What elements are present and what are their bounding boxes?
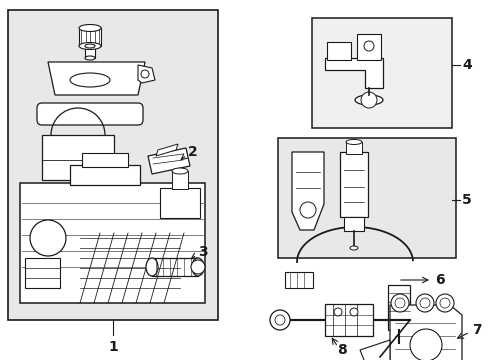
Circle shape [141, 70, 149, 78]
Text: 7: 7 [471, 323, 481, 337]
Ellipse shape [79, 42, 101, 50]
Ellipse shape [85, 44, 95, 48]
Bar [356, 34, 380, 60]
Polygon shape [138, 65, 155, 83]
Text: 3: 3 [198, 245, 207, 259]
Ellipse shape [192, 258, 203, 276]
Bar [8, 10, 218, 320]
Text: 2: 2 [187, 145, 197, 159]
Circle shape [333, 308, 341, 316]
Ellipse shape [172, 168, 187, 174]
Polygon shape [291, 152, 324, 230]
Bar [172, 171, 187, 189]
Bar [160, 188, 200, 218]
Bar [326, 42, 350, 60]
Circle shape [30, 220, 66, 256]
Bar [70, 165, 140, 185]
Bar [79, 28, 101, 46]
Polygon shape [389, 305, 461, 360]
Bar [346, 142, 361, 154]
Circle shape [390, 294, 408, 312]
Bar [285, 272, 312, 288]
Circle shape [349, 308, 357, 316]
Circle shape [439, 298, 449, 308]
Circle shape [419, 298, 429, 308]
Polygon shape [325, 58, 382, 88]
Text: 4: 4 [461, 58, 471, 72]
Ellipse shape [346, 140, 361, 144]
Ellipse shape [146, 258, 158, 276]
Bar [325, 304, 372, 336]
Ellipse shape [79, 24, 101, 32]
Bar [82, 153, 128, 167]
Bar [85, 46, 95, 58]
Circle shape [409, 329, 441, 360]
Ellipse shape [42, 108, 102, 120]
Bar [387, 285, 409, 330]
Polygon shape [48, 62, 145, 95]
Circle shape [394, 298, 404, 308]
Bar [339, 152, 367, 217]
Text: 5: 5 [461, 193, 471, 207]
Bar [311, 18, 451, 128]
Circle shape [299, 202, 315, 218]
Bar [42, 108, 138, 120]
Circle shape [191, 260, 204, 274]
Text: 8: 8 [336, 343, 346, 357]
Bar [42, 135, 114, 180]
Ellipse shape [349, 246, 357, 250]
FancyBboxPatch shape [37, 103, 142, 125]
Bar [152, 258, 198, 276]
Bar [25, 258, 60, 288]
Bar [343, 217, 363, 231]
Polygon shape [359, 340, 389, 360]
Text: 6: 6 [434, 273, 444, 287]
Ellipse shape [85, 56, 95, 60]
Polygon shape [156, 144, 178, 156]
Circle shape [360, 92, 376, 108]
Circle shape [363, 41, 373, 51]
Ellipse shape [40, 108, 100, 120]
Ellipse shape [354, 95, 382, 105]
Bar [278, 138, 455, 258]
Bar [20, 183, 204, 303]
Circle shape [435, 294, 453, 312]
Circle shape [415, 294, 433, 312]
Circle shape [274, 315, 285, 325]
Ellipse shape [70, 73, 110, 87]
Text: 1: 1 [108, 340, 118, 354]
Circle shape [269, 310, 289, 330]
Polygon shape [148, 148, 190, 174]
